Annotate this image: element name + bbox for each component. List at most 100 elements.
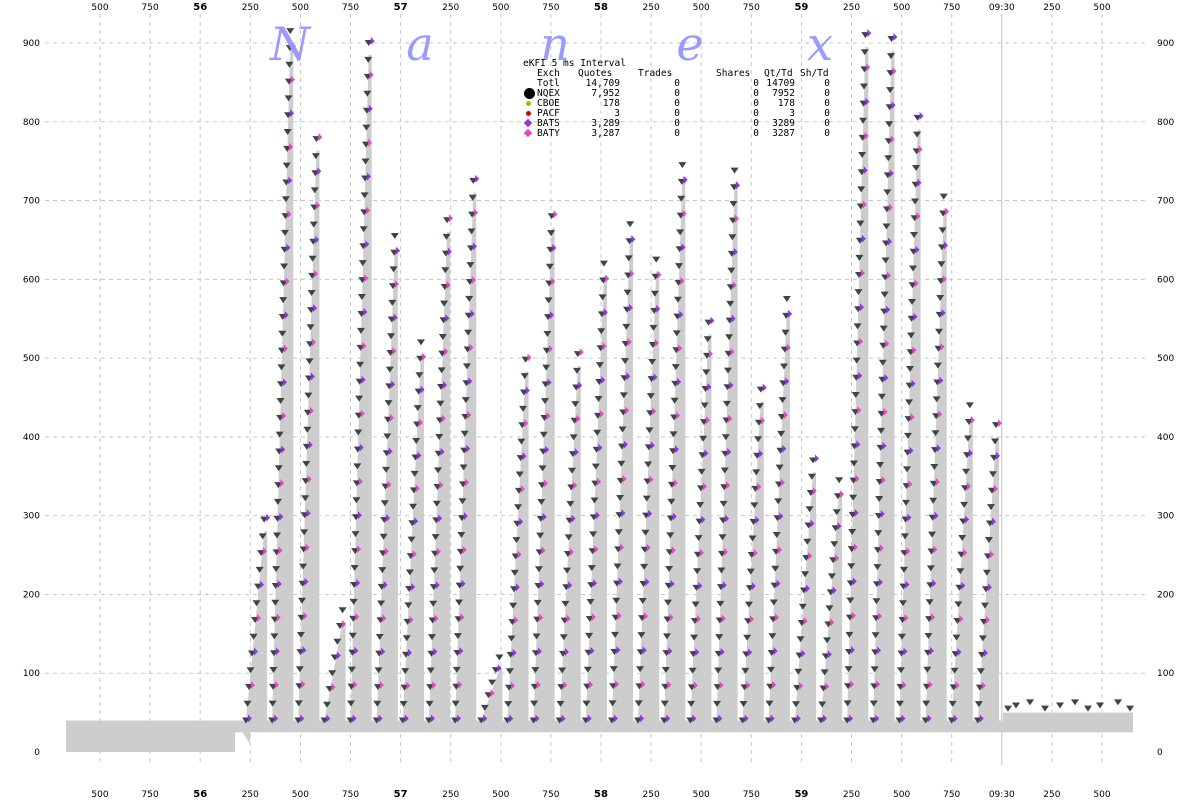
volume-baseline <box>66 720 235 752</box>
nqex-quote-mark <box>384 400 393 407</box>
nqex-quote-mark <box>382 466 391 473</box>
nqex-quote-mark <box>543 330 552 337</box>
watermark-letter: n <box>540 17 570 71</box>
nqex-quote-mark <box>302 460 311 467</box>
bats-quote-mark <box>356 578 361 587</box>
baty-quote-mark <box>855 474 860 483</box>
nqex-quote-mark <box>556 700 565 707</box>
nqex-quote-mark <box>495 654 504 661</box>
nqex-quote-mark <box>356 327 365 334</box>
nqex-quote-mark <box>877 393 886 400</box>
baty-quote-mark <box>860 269 865 278</box>
nqex-quote-mark <box>272 566 281 573</box>
x-tick-label-bottom: 750 <box>142 790 159 800</box>
nqex-quote-mark <box>937 261 946 268</box>
nqex-quote-mark <box>459 464 468 471</box>
x-tick-label-bottom: 57 <box>394 789 408 800</box>
nqex-quote-mark <box>563 567 572 574</box>
bats-quote-mark <box>877 646 882 655</box>
bats-quote-mark <box>463 512 468 521</box>
bats-quote-mark <box>720 647 725 656</box>
nqex-quote-mark <box>910 232 919 239</box>
nqex-quote-mark <box>774 498 783 505</box>
bats-quote-mark <box>545 445 550 454</box>
nqex-quote-mark <box>765 700 774 707</box>
baty-quote-mark <box>514 616 519 625</box>
baty-quote-mark <box>527 353 532 362</box>
nqex-quote-mark <box>505 668 514 675</box>
nqex-quote-mark <box>623 289 632 296</box>
bats-quote-mark <box>519 517 524 526</box>
nqex-quote-mark <box>311 153 320 160</box>
nqex-quote-mark <box>519 405 528 412</box>
bats-quote-mark <box>367 172 372 181</box>
nqex-quote-mark <box>673 296 682 303</box>
nqex-quote-mark <box>646 393 655 400</box>
bats-quote-mark <box>445 314 450 323</box>
nqex-quote-mark <box>694 535 703 542</box>
nqex-quote-mark <box>430 567 439 574</box>
watermark-letter: a <box>406 17 433 71</box>
baty-quote-mark <box>862 200 867 209</box>
nqex-quote-mark <box>413 405 422 412</box>
nqex-quote-mark <box>277 364 286 371</box>
x-tick-label-bottom: 59 <box>794 789 808 800</box>
nqex-quote-mark <box>775 464 784 471</box>
nqex-quote-mark <box>379 533 388 540</box>
nqex-quote-mark <box>855 254 864 261</box>
bats-quote-mark <box>653 373 658 382</box>
bats-quote-mark <box>965 515 970 524</box>
nqex-quote-mark <box>390 233 399 240</box>
baty-quote-mark <box>316 201 321 210</box>
nqex-quote-mark <box>782 296 791 303</box>
nqex-quote-mark <box>383 433 392 440</box>
x-tick-label-bottom: 750 <box>743 790 760 800</box>
baty-quote-mark <box>669 613 674 622</box>
nqex-quote-mark <box>661 666 670 673</box>
bats-quote-mark <box>858 371 863 380</box>
nqex-quote-mark <box>530 700 539 707</box>
nqex-quote-mark <box>356 361 365 368</box>
nqex-quote-mark <box>962 468 971 475</box>
nqex-quote-mark <box>925 599 934 606</box>
baty-quote-mark <box>959 614 964 623</box>
nqex-quote-mark <box>352 497 361 504</box>
baty-quote-mark <box>890 135 895 144</box>
x-tick-label-top: 500 <box>693 3 710 13</box>
bats-quote-mark <box>308 440 313 449</box>
baty-quote-mark <box>757 482 762 491</box>
baty-quote-mark <box>879 544 884 553</box>
nqex-quote-mark <box>898 600 907 607</box>
nqex-quote-mark <box>545 263 554 270</box>
nqex-quote-mark <box>693 568 702 575</box>
nqex-quote-mark <box>301 495 310 502</box>
baty-quote-mark <box>341 619 346 628</box>
y-tick-label: 800 <box>23 118 40 128</box>
bats-quote-mark <box>326 714 331 723</box>
bats-quote-mark <box>306 509 311 518</box>
x-tick-label-top: 250 <box>643 3 660 13</box>
bats-quote-mark <box>810 519 815 528</box>
legend-qt-td: 3287 <box>772 128 795 139</box>
bats-quote-mark <box>907 513 912 522</box>
bats-quote-mark <box>710 316 715 325</box>
legend-quotes: 178 <box>602 98 620 109</box>
x-tick-label-bottom: 250 <box>1043 790 1060 800</box>
bats-quote-mark <box>359 443 364 452</box>
nqex-quote-mark <box>532 633 541 640</box>
baty-quote-mark <box>938 410 943 419</box>
baty-quote-mark <box>474 208 479 217</box>
bats-quote-mark <box>433 647 438 656</box>
bats-quote-mark <box>856 440 861 449</box>
nqex-quote-mark <box>466 262 475 269</box>
nqex-quote-mark <box>720 467 729 474</box>
nqex-quote-mark <box>978 635 987 642</box>
nqex-quote-mark <box>858 152 867 159</box>
bats-quote-mark <box>704 449 709 458</box>
y-tick-label: 400 <box>23 433 40 443</box>
nqex-quote-mark <box>652 256 661 263</box>
baty-quote-mark <box>276 613 281 622</box>
nqex-quote-mark <box>572 367 581 374</box>
bats-quote-mark <box>435 581 440 590</box>
nqex-quote-mark <box>746 568 755 575</box>
